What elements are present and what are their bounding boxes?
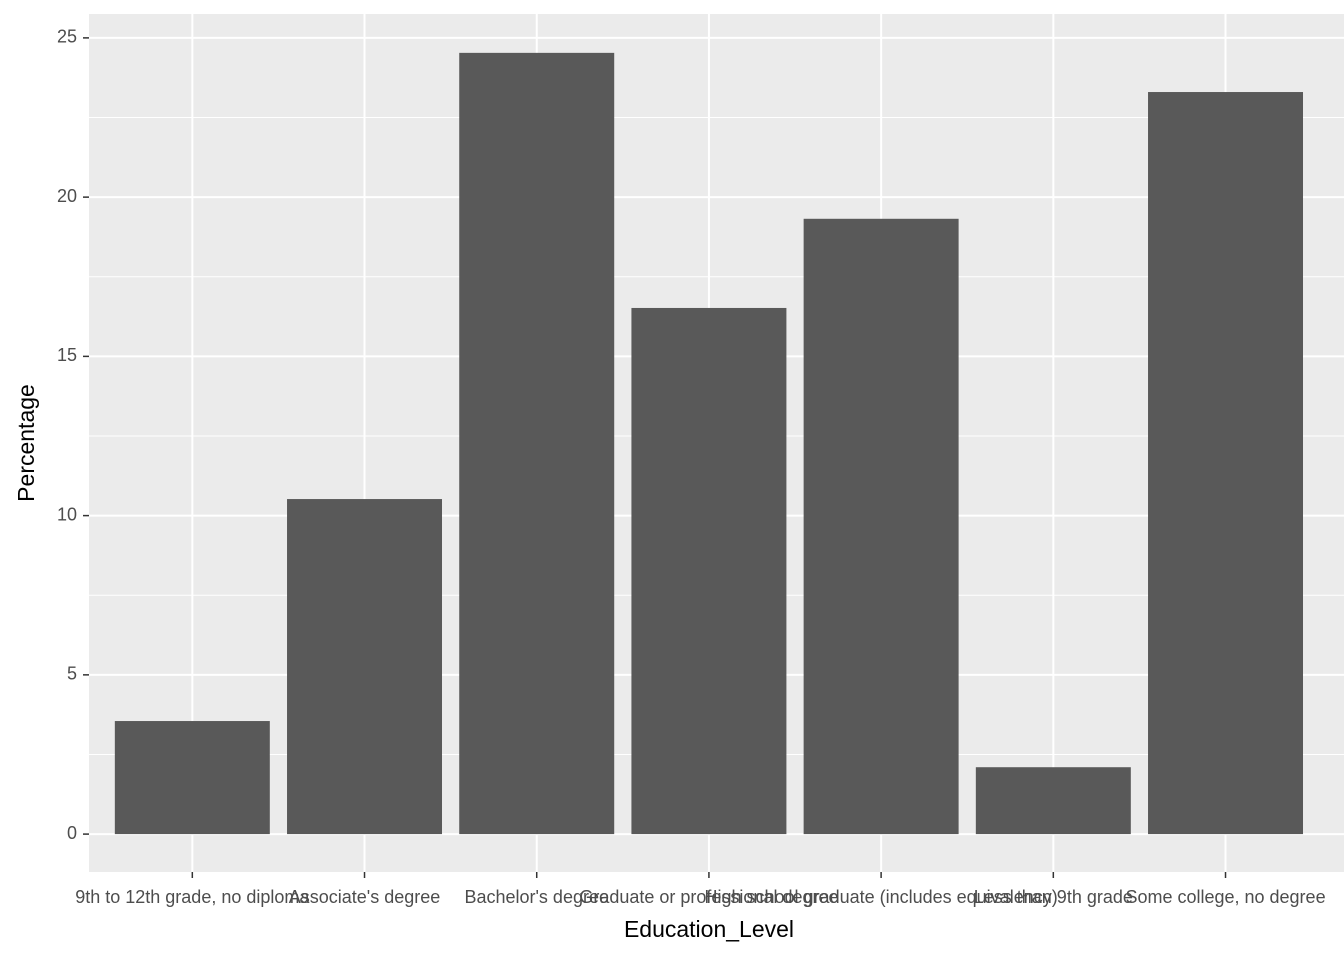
x-tick-label: Bachelor's degree bbox=[464, 887, 609, 907]
x-tick-label: Associate's degree bbox=[289, 887, 441, 907]
bar bbox=[631, 307, 787, 835]
y-tick-label: 0 bbox=[67, 823, 77, 843]
x-tick-label: Less than 9th grade bbox=[974, 887, 1133, 907]
bar bbox=[1148, 92, 1304, 835]
x-tick-label: Some college, no degree bbox=[1125, 887, 1325, 907]
y-tick-label: 10 bbox=[57, 504, 77, 524]
x-tick-label: 9th to 12th grade, no diploma bbox=[75, 887, 310, 907]
y-tick-label: 5 bbox=[67, 664, 77, 684]
bar bbox=[287, 499, 443, 835]
bar bbox=[803, 218, 959, 835]
y-tick-label: 15 bbox=[57, 345, 77, 365]
x-tick-label: High school graduate (includes equivalen… bbox=[705, 887, 1058, 907]
y-tick-label: 20 bbox=[57, 186, 77, 206]
x-tick-label: Graduate or professional degree bbox=[579, 887, 838, 907]
y-axis-title: Percentage bbox=[13, 384, 39, 502]
bar bbox=[975, 767, 1131, 835]
y-tick-label: 25 bbox=[57, 27, 77, 47]
x-axis-title: Education_Level bbox=[624, 916, 794, 942]
bar bbox=[114, 721, 270, 835]
bar bbox=[459, 52, 615, 835]
